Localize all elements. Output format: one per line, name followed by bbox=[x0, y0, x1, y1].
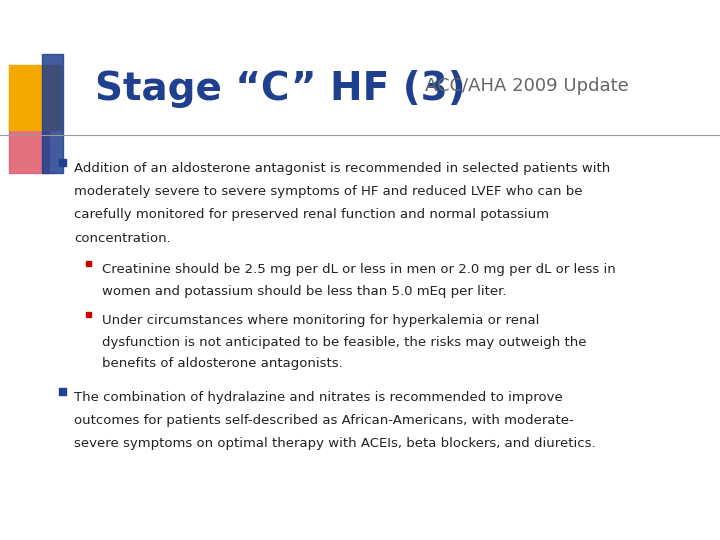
Text: The combination of hydralazine and nitrates is recommended to improve: The combination of hydralazine and nitra… bbox=[74, 391, 563, 404]
Text: Stage “C” HF (3): Stage “C” HF (3) bbox=[95, 70, 466, 108]
Text: benefits of aldosterone antagonists.: benefits of aldosterone antagonists. bbox=[102, 357, 343, 370]
Text: outcomes for patients self-described as African-Americans, with moderate-: outcomes for patients self-described as … bbox=[74, 414, 574, 427]
Text: ACC/AHA 2009 Update: ACC/AHA 2009 Update bbox=[425, 77, 629, 96]
Text: concentration.: concentration. bbox=[74, 232, 171, 245]
Text: carefully monitored for preserved renal function and normal potassium: carefully monitored for preserved renal … bbox=[74, 208, 549, 221]
Bar bbox=[9, 119, 49, 173]
Bar bbox=[42, 54, 63, 173]
Text: moderately severe to severe symptoms of HF and reduced LVEF who can be: moderately severe to severe symptoms of … bbox=[74, 185, 582, 198]
Text: Creatinine should be 2.5 mg per dL or less in men or 2.0 mg per dL or less in: Creatinine should be 2.5 mg per dL or le… bbox=[102, 263, 616, 276]
Bar bbox=[59, 159, 66, 166]
Text: dysfunction is not anticipated to be feasible, the risks may outweigh the: dysfunction is not anticipated to be fea… bbox=[102, 336, 587, 349]
Bar bbox=[86, 261, 91, 266]
Text: Under circumstances where monitoring for hyperkalemia or renal: Under circumstances where monitoring for… bbox=[102, 314, 539, 327]
Text: women and potassium should be less than 5.0 mEq per liter.: women and potassium should be less than … bbox=[102, 285, 507, 298]
Bar bbox=[9, 65, 61, 130]
Text: Addition of an aldosterone antagonist is recommended in selected patients with: Addition of an aldosterone antagonist is… bbox=[74, 162, 611, 175]
Text: severe symptoms on optimal therapy with ACEIs, beta blockers, and diuretics.: severe symptoms on optimal therapy with … bbox=[74, 437, 595, 450]
Bar bbox=[59, 388, 66, 395]
Bar bbox=[86, 312, 91, 317]
